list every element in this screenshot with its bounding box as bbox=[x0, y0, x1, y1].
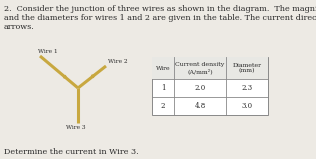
Text: arrows.: arrows. bbox=[4, 23, 35, 31]
Text: Wire 2: Wire 2 bbox=[108, 59, 128, 64]
Text: Wire 1: Wire 1 bbox=[38, 49, 58, 54]
Bar bbox=[152, 57, 268, 115]
Text: and the diameters for wires 1 and 2 are given in the table. The current directio: and the diameters for wires 1 and 2 are … bbox=[4, 14, 316, 22]
Text: 2.3: 2.3 bbox=[241, 84, 252, 92]
Text: Determine the current in Wire 3.: Determine the current in Wire 3. bbox=[4, 148, 139, 156]
Text: 2.  Consider the junction of three wires as shown in the diagram.  The magnitude: 2. Consider the junction of three wires … bbox=[4, 5, 316, 13]
Text: 2: 2 bbox=[161, 102, 165, 110]
Text: 2.0: 2.0 bbox=[194, 84, 206, 92]
Text: Current density
(A/mm²): Current density (A/mm²) bbox=[175, 62, 225, 74]
Bar bbox=[152, 57, 268, 79]
Text: 1: 1 bbox=[161, 84, 165, 92]
Text: 4.8: 4.8 bbox=[194, 102, 206, 110]
Text: Wire 3: Wire 3 bbox=[66, 125, 86, 130]
Text: 3.0: 3.0 bbox=[241, 102, 252, 110]
Text: Wire: Wire bbox=[156, 66, 170, 70]
Text: Diameter
(mm): Diameter (mm) bbox=[233, 62, 262, 73]
